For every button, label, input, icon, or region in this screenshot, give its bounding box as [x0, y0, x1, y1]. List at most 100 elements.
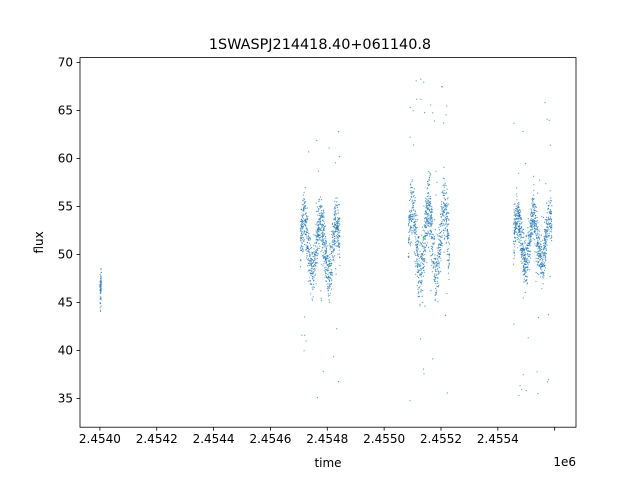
- data-point: [423, 373, 425, 375]
- data-point: [413, 251, 416, 253]
- data-point: [336, 223, 338, 225]
- data-point: [418, 292, 420, 294]
- data-point: [303, 202, 306, 205]
- data-point: [438, 238, 440, 240]
- data-point: [540, 240, 542, 242]
- data-point: [546, 237, 548, 239]
- data-point: [427, 205, 429, 207]
- data-point: [521, 255, 523, 257]
- data-point: [328, 301, 330, 303]
- data-point: [300, 230, 302, 232]
- data-point: [550, 220, 553, 222]
- data-point: [518, 228, 521, 230]
- data-point: [538, 235, 540, 237]
- data-point: [544, 251, 546, 253]
- data-point: [534, 204, 536, 206]
- data-point: [531, 240, 533, 242]
- data-point: [446, 250, 449, 252]
- data-point: [550, 200, 553, 202]
- data-point: [309, 270, 311, 272]
- data-point: [318, 237, 321, 239]
- data-point: [337, 217, 339, 219]
- data-point: [314, 256, 316, 258]
- data-point: [302, 228, 304, 230]
- data-point: [443, 186, 445, 188]
- data-point: [415, 260, 417, 262]
- data-point: [337, 233, 339, 235]
- data-point: [533, 221, 535, 223]
- data-point: [531, 209, 533, 211]
- data-point: [546, 225, 549, 227]
- data-point: [539, 258, 541, 260]
- data-point: [324, 239, 326, 241]
- data-point: [304, 219, 306, 221]
- data-point: [408, 219, 410, 221]
- data-point: [532, 233, 534, 235]
- data-point: [302, 194, 304, 196]
- data-point: [440, 205, 442, 208]
- data-point: [411, 216, 413, 218]
- data-point: [543, 235, 545, 237]
- data-point: [545, 231, 547, 233]
- data-point: [438, 272, 440, 274]
- data-point: [434, 254, 436, 256]
- data-point: [524, 253, 526, 255]
- data-point: [336, 224, 339, 226]
- data-point: [435, 194, 437, 196]
- data-point: [418, 295, 421, 297]
- data-point: [439, 250, 441, 252]
- data-point: [520, 256, 523, 258]
- data-point: [408, 223, 410, 225]
- data-point: [538, 242, 540, 244]
- data-point: [99, 282, 101, 284]
- data-point: [537, 317, 540, 319]
- data-point: [310, 268, 312, 270]
- data-point: [329, 253, 331, 255]
- data-point: [544, 242, 546, 244]
- data-point: [316, 210, 318, 212]
- data-point: [337, 131, 340, 133]
- data-point: [417, 266, 419, 268]
- data-point: [528, 231, 530, 233]
- data-point: [544, 256, 547, 258]
- data-point: [551, 236, 553, 238]
- data-point: [301, 226, 303, 228]
- data-point: [440, 225, 442, 227]
- data-point: [334, 230, 336, 232]
- data-point: [434, 268, 436, 271]
- data-point: [431, 208, 433, 211]
- data-point: [420, 269, 422, 271]
- data-point: [441, 230, 443, 232]
- data-point: [433, 279, 435, 281]
- data-point: [300, 209, 302, 211]
- data-point: [522, 270, 524, 272]
- data-point: [315, 230, 317, 232]
- data-point: [412, 213, 414, 216]
- data-point: [430, 231, 432, 234]
- data-point: [313, 271, 315, 273]
- data-point: [305, 248, 307, 250]
- data-point: [440, 251, 442, 253]
- data-point: [517, 211, 519, 213]
- data-point: [528, 241, 530, 243]
- data-point: [429, 250, 431, 252]
- data-point: [334, 238, 336, 240]
- data-point: [542, 216, 545, 218]
- data-point: [325, 251, 327, 253]
- data-point: [335, 230, 337, 232]
- data-point: [309, 255, 311, 257]
- data-point: [437, 256, 439, 258]
- data-point: [314, 242, 316, 244]
- data-point: [432, 243, 434, 245]
- data-point: [306, 247, 309, 249]
- data-point: [523, 267, 525, 269]
- data-point: [518, 224, 520, 226]
- data-point: [437, 277, 439, 279]
- data-point: [317, 247, 319, 250]
- data-point: [334, 162, 337, 164]
- data-point: [309, 236, 311, 238]
- data-point: [542, 247, 544, 249]
- data-point: [524, 272, 526, 275]
- data-point: [417, 269, 419, 271]
- data-point: [545, 237, 547, 239]
